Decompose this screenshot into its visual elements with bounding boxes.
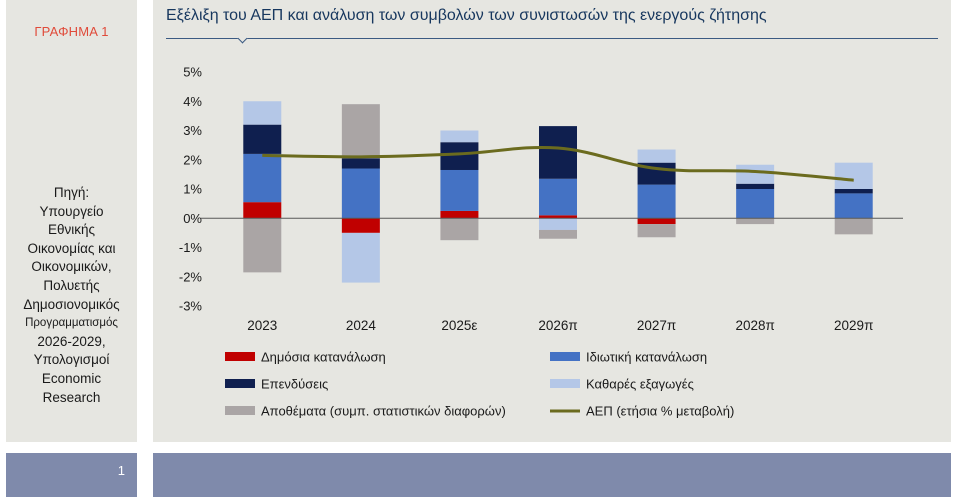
bar-segment xyxy=(539,126,577,179)
legend-swatch xyxy=(550,352,580,361)
x-tick-label: 2029π xyxy=(834,318,873,333)
x-tick-label: 2024 xyxy=(346,318,377,333)
bar-segment xyxy=(736,218,775,225)
bar-segment xyxy=(243,153,282,203)
bar-segment xyxy=(834,162,873,189)
gdp-line xyxy=(262,145,854,182)
chart-title: Εξέλιξη του ΑΕΠ και ανάλυση των συμβολών… xyxy=(166,7,767,24)
bar-segment xyxy=(341,232,380,283)
bar-segment xyxy=(539,215,577,219)
y-tick-label: -3% xyxy=(179,299,203,314)
source-line: Υπουργείο xyxy=(39,203,104,219)
legend-swatch xyxy=(225,379,255,388)
source-line: Πηγή: xyxy=(53,185,90,200)
source-line: Οικονομικών, xyxy=(31,259,112,275)
source-line: Research xyxy=(42,389,101,405)
bar-segment xyxy=(539,229,577,239)
legend-swatch xyxy=(225,406,255,415)
source-line: Δημοσιονομικός xyxy=(23,296,120,312)
chart-svg: 5% 4% 3% 2% 1% 0% -1% -2% -3% 2023 2024 2025ε 2026π 2… xyxy=(179,65,903,419)
legend-label: Επενδύσεις xyxy=(261,377,328,392)
source-line: Υπολογισμοί xyxy=(33,352,110,368)
y-tick-label: 0% xyxy=(183,211,202,226)
bar-segment xyxy=(440,169,479,211)
bar-segment xyxy=(834,218,873,235)
source-line: Οικονομίας και xyxy=(27,240,116,256)
bar-segment xyxy=(341,218,380,233)
legend-swatch xyxy=(225,352,255,361)
bar-segment xyxy=(736,189,775,219)
y-tick-label: 2% xyxy=(183,152,202,167)
legend-label: Ιδιωτική κατανάλωση xyxy=(586,350,707,365)
side-panel: ΓΡΑΦΗΜΑ 1 Πηγή: Υπουργείο Εθνικής Οικονο… xyxy=(6,0,137,442)
bar-segment xyxy=(341,158,380,169)
bar-segment xyxy=(440,130,479,143)
chart-label: ΓΡΑΦΗΜΑ 1 xyxy=(34,24,109,39)
bar-segment xyxy=(736,164,775,184)
legend-label: Καθαρές εξαγωγές xyxy=(586,377,694,392)
x-tick-label: 2027π xyxy=(637,318,676,333)
x-tick-label: 2028π xyxy=(735,318,774,333)
bar-segment xyxy=(539,178,577,216)
legend-swatch xyxy=(550,379,580,388)
y-tick-label: -2% xyxy=(179,269,203,284)
legend-label: ΑΕΠ (ετήσια % μεταβολή) xyxy=(586,404,734,419)
bar-segment xyxy=(834,189,873,194)
source-note: Πηγή: Υπουργείο Εθνικής Οικονομίας και Ο… xyxy=(8,184,135,407)
footer-left: 1 xyxy=(6,453,137,497)
bar-segment xyxy=(243,101,282,125)
bar-segment xyxy=(440,142,479,170)
source-line: Πολυετής xyxy=(43,277,100,293)
bar-segment xyxy=(243,124,282,154)
bar-segment xyxy=(834,193,873,219)
legend-label: Αποθέματα (συμπ. στατιστικών διαφορών) xyxy=(261,404,506,419)
source-line: Εθνικής xyxy=(47,222,96,238)
chart-panel: Εξέλιξη του ΑΕΠ και ανάλυση των συμβολών… xyxy=(153,0,951,442)
bar-segment xyxy=(637,149,676,163)
x-tick-label: 2025ε xyxy=(441,318,477,333)
bar-segment xyxy=(243,218,282,273)
bar-segment xyxy=(440,218,479,241)
bar-segment xyxy=(243,202,282,219)
bar-segment xyxy=(341,168,380,219)
bar-segment xyxy=(637,224,676,238)
bar-segment xyxy=(637,184,676,219)
page-number: 1 xyxy=(117,463,125,478)
footer-bar xyxy=(153,453,951,497)
source-line: Economic xyxy=(41,370,102,386)
bar-segment xyxy=(341,104,380,159)
y-tick-label: 1% xyxy=(183,182,202,197)
x-tick-label: 2026π xyxy=(538,318,577,333)
y-tick-label: 4% xyxy=(183,94,202,109)
bar-segment xyxy=(637,218,676,225)
source-line: 2026-2029, xyxy=(37,333,106,349)
source-line: Προγραμματισμός xyxy=(25,317,118,330)
title-rule xyxy=(166,38,938,39)
x-tick-label: 2023 xyxy=(247,318,277,333)
y-tick-label: 3% xyxy=(183,123,202,138)
legend-label: Δημόσια κατανάλωση xyxy=(261,350,386,365)
bar-segment xyxy=(440,210,479,219)
y-tick-label: -1% xyxy=(179,240,203,255)
bar-segment xyxy=(736,183,775,189)
y-tick-label: 5% xyxy=(183,65,202,80)
bar-segment xyxy=(539,218,577,230)
